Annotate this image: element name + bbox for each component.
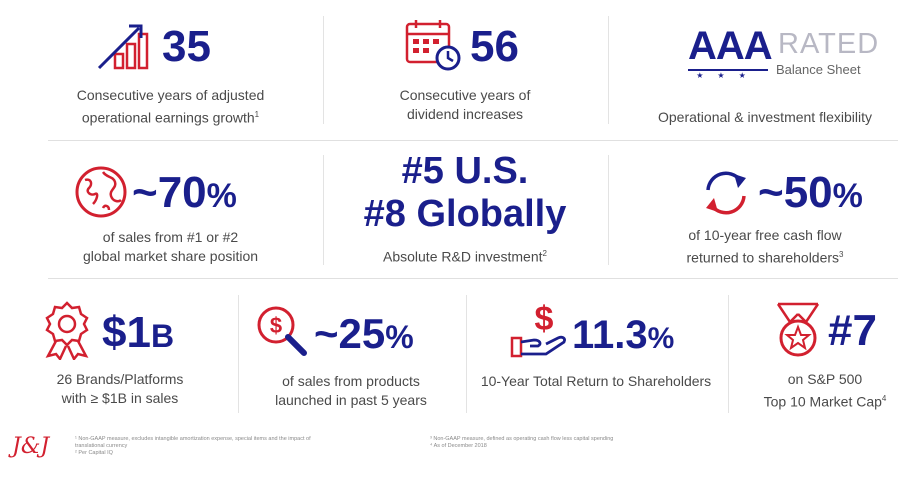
stat-value: 11.3% (572, 313, 675, 357)
stat-caption: on S&P 500 Top 10 Market Cap4 (763, 371, 887, 410)
divider (323, 155, 324, 265)
aaa-rating: AAA (688, 24, 773, 68)
dollar-hand-icon: $ (510, 300, 570, 360)
stat-caption: Consecutive years of adjusted operationa… (76, 87, 265, 126)
stat-caption: Consecutive years of dividend increases (399, 87, 531, 122)
cycle-arrows-icon (700, 168, 752, 218)
stat-caption: of sales from products launched in past … (275, 373, 427, 408)
divider (608, 155, 609, 265)
stat-value: 56 (470, 22, 519, 71)
divider (48, 278, 898, 279)
award-ribbon-icon (42, 300, 92, 360)
divider (238, 295, 239, 413)
svg-text:$: $ (535, 300, 554, 338)
globe-icon (73, 164, 129, 220)
stat-caption: Absolute R&D investment2 (383, 248, 547, 265)
medal-star-icon (770, 300, 826, 360)
divider (48, 140, 898, 141)
rd-rank-us: #5 U.S. (401, 150, 529, 192)
stat-value: ~50% (758, 168, 863, 217)
balance-sheet-label: Balance Sheet (776, 62, 861, 77)
divider (466, 295, 467, 413)
dollar-magnifier-icon: $ (254, 303, 310, 359)
stat-caption: 26 Brands/Platforms with ≥ $1B in sales (56, 371, 184, 406)
stat-value: ~25% (314, 310, 414, 357)
stat-value: #7 (828, 306, 877, 355)
star-row: ★★★ (696, 71, 760, 80)
rated-label: RATED (778, 28, 880, 60)
jj-logo: J&J (12, 434, 50, 459)
growth-chart-icon (95, 20, 157, 72)
footnote-block-right: ³ Non-GAAP measure, defined as operating… (430, 436, 614, 449)
calendar-clock-icon (404, 18, 464, 72)
divider (323, 16, 324, 124)
divider (608, 16, 609, 124)
stat-value: 35 (162, 22, 211, 71)
stat-caption: Operational & investment flexibility (658, 109, 872, 125)
aaa-underline (688, 69, 768, 71)
stat-caption: of 10-year free cash flow returned to sh… (686, 227, 844, 266)
stat-value: $1B (102, 308, 175, 357)
footnote-block-left: ¹ Non-GAAP measure, excludes intangible … (75, 436, 311, 456)
stat-caption: 10-Year Total Return to Shareholders (480, 373, 712, 389)
stat-caption: of sales from #1 or #2 global market sha… (82, 229, 259, 264)
svg-text:$: $ (270, 313, 282, 338)
rd-rank-global: #8 Globally (363, 193, 567, 235)
divider (728, 295, 729, 413)
stat-value: ~70% (132, 168, 237, 217)
